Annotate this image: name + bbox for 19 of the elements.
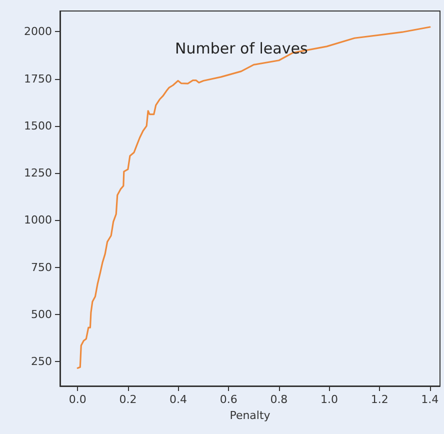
x-tick-label: 0.6 bbox=[220, 393, 238, 406]
y-tick-label: 500 bbox=[31, 308, 52, 321]
x-axis-title: Penalty bbox=[230, 408, 271, 422]
x-tick-label: 1.4 bbox=[421, 393, 439, 406]
y-tick-label: 1250 bbox=[24, 166, 52, 180]
text: Number of leaves bbox=[175, 40, 308, 58]
x-tick-label: 1.0 bbox=[320, 393, 338, 406]
x-tick-label: 1.2 bbox=[370, 393, 388, 406]
y-tick-label: 250 bbox=[31, 355, 52, 368]
x-tick-label: 0.8 bbox=[270, 393, 288, 406]
y-tick-label: 2000 bbox=[24, 25, 52, 38]
y-tick-label: 1500 bbox=[24, 119, 52, 132]
line-series bbox=[76, 26, 431, 369]
x-tick-label: 0.2 bbox=[119, 393, 137, 406]
x-tick-label: 0.0 bbox=[68, 393, 86, 406]
y-tick-label: 750 bbox=[31, 260, 52, 274]
x-tick-label: 0.4 bbox=[170, 393, 188, 406]
y-tick-label: 1000 bbox=[24, 214, 52, 227]
y-tick-label: 1750 bbox=[24, 72, 52, 86]
